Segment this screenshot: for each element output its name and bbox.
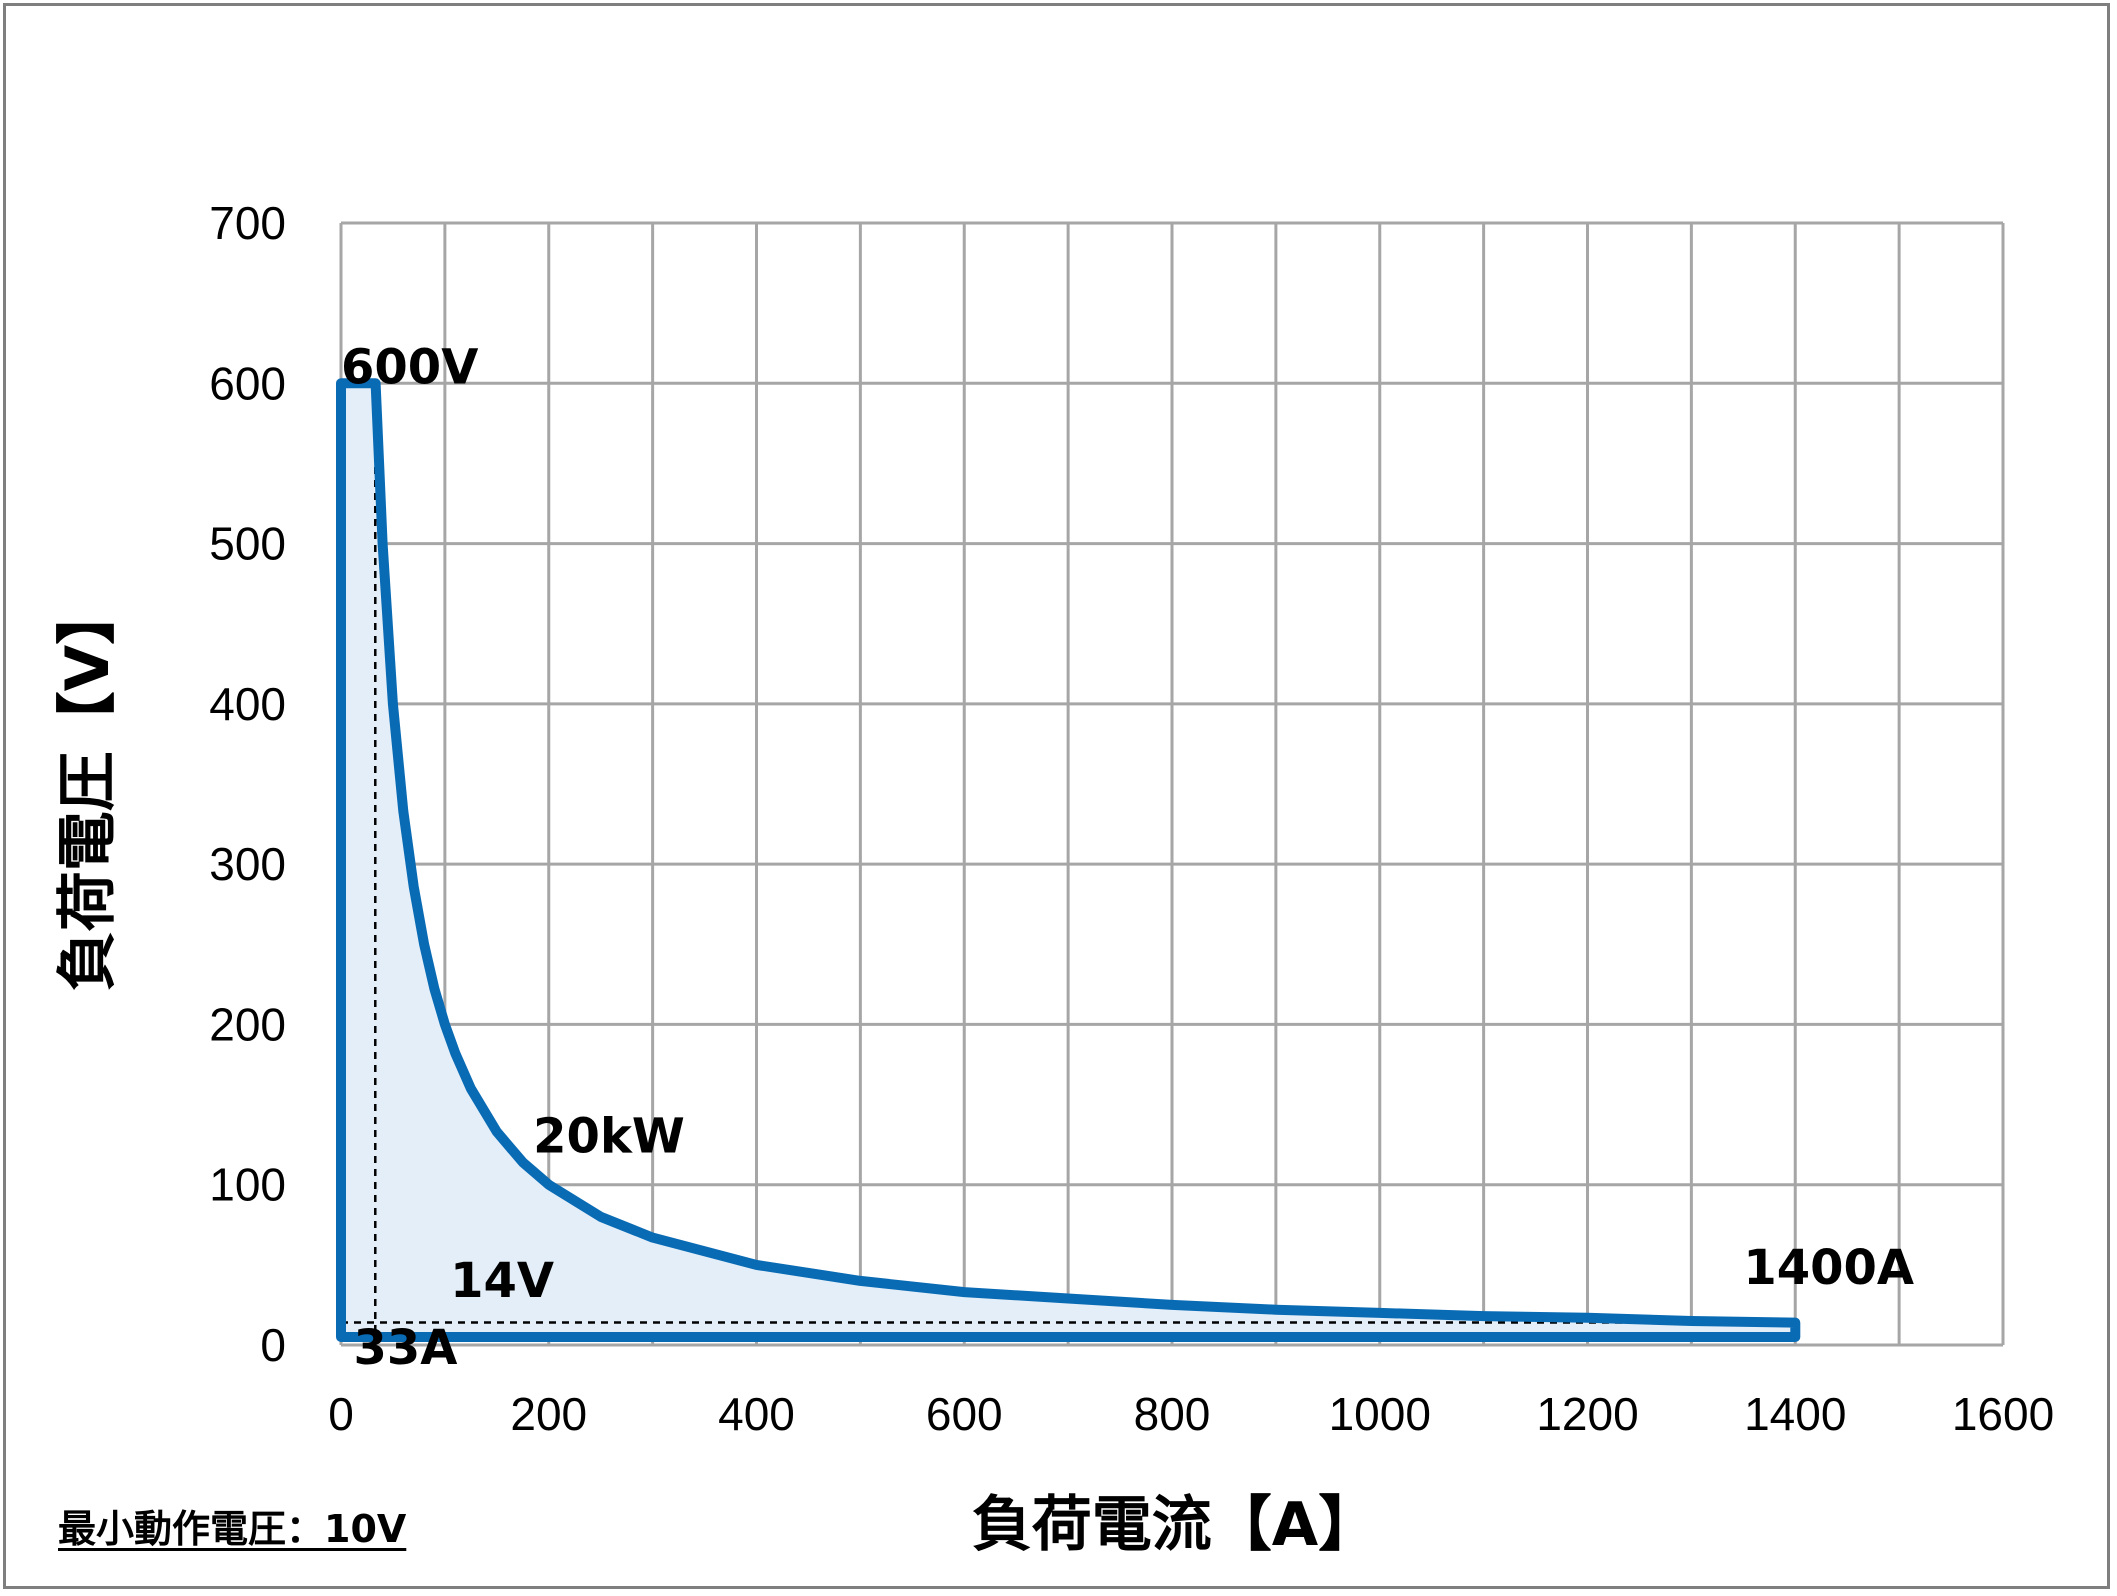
boundary-path <box>336 378 1801 1342</box>
annotation-label: 600V <box>341 339 478 395</box>
x-tick-label: 1600 <box>1952 1388 2054 1440</box>
x-axis-ticks: 0 200 400 600 800 1000 1200 1400 1600 <box>328 1388 2054 1440</box>
y-tick-label: 0 <box>260 1319 286 1371</box>
x-tick-label: 0 <box>328 1388 354 1440</box>
x-tick-label: 1000 <box>1329 1388 1431 1440</box>
x-tick-label: 600 <box>926 1388 1003 1440</box>
annotation-label: 14V <box>450 1253 554 1309</box>
x-tick-label: 1200 <box>1536 1388 1638 1440</box>
x-tick-label: 200 <box>510 1388 587 1440</box>
y-tick-label: 600 <box>209 357 286 409</box>
y-tick-label: 700 <box>209 197 286 249</box>
x-tick-label: 1400 <box>1744 1388 1846 1440</box>
boundary-line <box>336 378 1801 1342</box>
y-tick-label: 100 <box>209 1159 286 1211</box>
y-axis-title: 負荷電圧【V】 <box>53 585 123 991</box>
x-tick-label: 400 <box>718 1388 795 1440</box>
x-tick-label: 800 <box>1134 1388 1211 1440</box>
annotation-label: 20kW <box>533 1109 685 1165</box>
y-tick-label: 400 <box>209 678 286 730</box>
annotation-label: 1400A <box>1743 1240 1914 1296</box>
y-tick-label: 300 <box>209 838 286 890</box>
min-voltage-note: 最小動作電圧：10V <box>58 1507 407 1551</box>
x-axis-title: 負荷電流【A】 <box>972 1490 1378 1560</box>
grid <box>339 221 2005 1347</box>
y-axis-ticks: 0 100 200 300 400 500 600 700 <box>209 197 286 1371</box>
y-tick-label: 200 <box>209 998 286 1050</box>
operating-area <box>341 383 1796 1337</box>
operating-area-fill <box>341 383 1796 1337</box>
y-tick-label: 500 <box>209 518 286 570</box>
annotations: 600V 20kW 1400A 14V 33A <box>341 339 1914 1376</box>
guide-lines <box>341 383 1796 1345</box>
annotation-label: 33A <box>353 1320 457 1376</box>
